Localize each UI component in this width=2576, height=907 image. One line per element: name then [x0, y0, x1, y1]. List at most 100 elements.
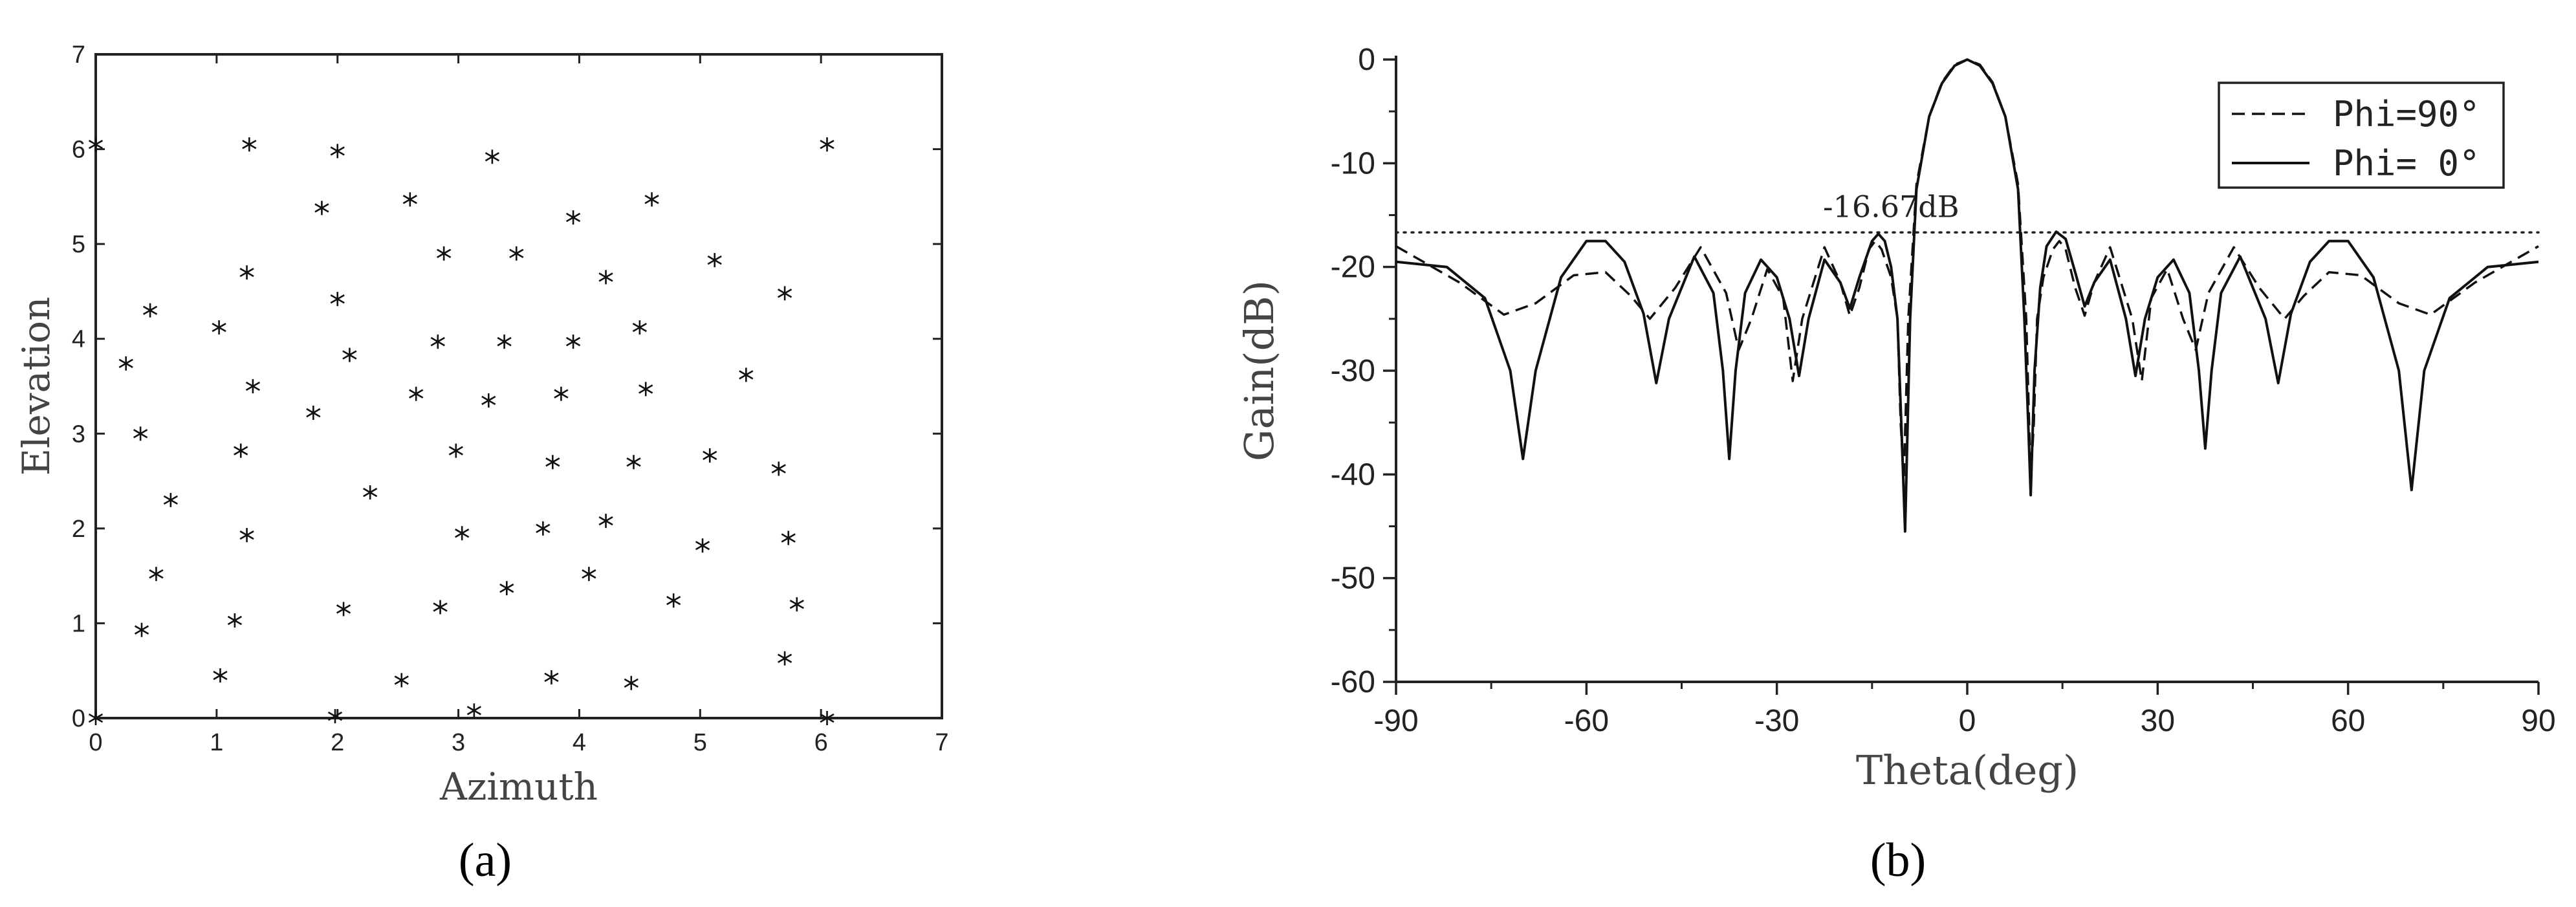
gain-x-axis-label: Theta(deg) [1856, 747, 2079, 794]
scatter-y-tick-label: 5 [72, 231, 85, 258]
scatter-point [88, 137, 104, 152]
scatter-point [544, 670, 559, 684]
gain-y-tick-label: -50 [1331, 562, 1375, 596]
scatter-point [455, 526, 470, 541]
gain-x-tick-label: -60 [1564, 704, 1609, 738]
scatter-point [509, 246, 524, 261]
scatter-point [485, 149, 499, 164]
scatter-point [327, 709, 343, 724]
gain-axis-ticks: -90 -60 -30 0 30 60 90 0 -10 -20 -30 -40 -50 -60 [1331, 43, 2556, 738]
scatter-point [771, 461, 786, 476]
scatter-point [149, 567, 164, 582]
scatter-point [777, 651, 792, 666]
scatter-x-tick-label: 7 [935, 729, 948, 756]
legend: Phi=90° Phi= 0° [2218, 82, 2505, 189]
scatter-x-tick-label: 4 [573, 729, 586, 756]
scatter-y-tick-label: 1 [72, 610, 85, 637]
scatter-point [565, 210, 581, 225]
scatter-point [703, 448, 717, 463]
legend-label: Phi=90° [2333, 94, 2480, 135]
gain-x-tick-label: -30 [1754, 704, 1799, 738]
scatter-point [695, 538, 710, 553]
scatter-point [598, 270, 613, 285]
scatter-point [739, 367, 754, 382]
scatter-points [88, 137, 835, 725]
scatter-point [448, 443, 463, 458]
scatter-y-tick-label: 3 [72, 421, 85, 448]
scatter-y-tick-label: 4 [72, 326, 85, 353]
scatter-y-axis-label: Elevation [14, 297, 58, 476]
scatter-point [777, 286, 792, 301]
scatter-point [499, 581, 514, 596]
sidelobe-level-annotation: -16.67dB [1823, 189, 1959, 224]
scatter-point [234, 443, 248, 458]
scatter-point [239, 528, 254, 543]
legend-box [2218, 82, 2505, 189]
scatter-x-tick-label: 2 [331, 729, 344, 756]
scatter-point [314, 201, 329, 215]
scatter-point [242, 137, 257, 152]
scatter-point [163, 492, 178, 507]
gain-x-tick-label: 60 [2331, 704, 2365, 738]
scatter-point [781, 530, 796, 545]
scatter-point [582, 567, 596, 582]
scatter-point [565, 334, 581, 349]
scatter-y-tick-label: 6 [72, 137, 85, 164]
scatter-x-tick-label: 6 [814, 729, 828, 756]
scatter-point [666, 593, 681, 608]
scatter-point [88, 711, 104, 725]
legend-label: Phi= 0° [2333, 143, 2480, 184]
gain-x-tick-label: 30 [2141, 704, 2175, 738]
scatter-point [437, 246, 452, 261]
scatter-point [306, 406, 321, 421]
scatter-y-tick-label: 0 [72, 705, 85, 732]
scatter-point [466, 703, 481, 718]
scatter-point [245, 379, 261, 393]
scatter-point [789, 597, 804, 612]
scatter-point [402, 192, 417, 207]
gain-y-tick-label: -20 [1331, 250, 1375, 285]
scatter-point [342, 347, 357, 362]
scatter-point [363, 485, 378, 500]
gain-y-tick-label: 0 [1358, 43, 1375, 77]
gain-pattern-panel: -90 -60 -30 0 30 60 90 0 -10 -20 -30 -40 -50 -60 -16.… [1236, 43, 2556, 887]
scatter-x-tick-label: 1 [210, 729, 223, 756]
scatter-y-tick-label: 2 [72, 516, 85, 543]
scatter-point [142, 303, 158, 318]
scatter-point [330, 144, 345, 158]
gain-x-tick-label: 90 [2521, 704, 2555, 738]
scatter-point [430, 334, 445, 349]
scatter-point [433, 600, 448, 615]
scatter-point [626, 455, 641, 470]
scatter-point [213, 668, 228, 683]
scatter-plot-frame [94, 53, 943, 719]
scatter-point [409, 386, 424, 401]
gain-x-tick-label: -90 [1373, 704, 1418, 738]
scatter-point [227, 613, 242, 628]
gain-y-tick-label: -10 [1331, 146, 1375, 180]
scatter-point [624, 675, 639, 690]
gain-y-tick-label: -40 [1331, 457, 1375, 492]
series-phi-0-line [1395, 58, 2539, 533]
scatter-point [707, 253, 722, 268]
scatter-point [118, 356, 133, 371]
gain-series [1395, 58, 2539, 533]
gain-y-tick-label: -30 [1331, 354, 1375, 388]
scatter-y-tick-label: 7 [72, 41, 85, 69]
scatter-x-tick-label: 5 [693, 729, 707, 756]
gain-x-tick-label: 0 [1959, 704, 1976, 738]
scatter-point [598, 514, 613, 529]
panel-label-a: (a) [459, 834, 512, 887]
scatter-axis-ticks: 0 1 2 3 4 5 6 7 0 1 2 3 4 5 6 7 [72, 41, 949, 756]
scatter-point [239, 265, 254, 280]
scatter-point [545, 455, 560, 470]
scatter-point [536, 521, 551, 536]
scatter-panel: 0 1 2 3 4 5 6 7 0 1 2 3 4 5 6 7 Azimuth Elevation (a) [14, 41, 949, 887]
scatter-point [497, 334, 512, 349]
scatter-x-tick-label: 0 [89, 729, 102, 756]
scatter-point [644, 192, 659, 207]
scatter-point [336, 602, 351, 617]
scatter-point [481, 393, 496, 408]
scatter-point [632, 320, 647, 335]
